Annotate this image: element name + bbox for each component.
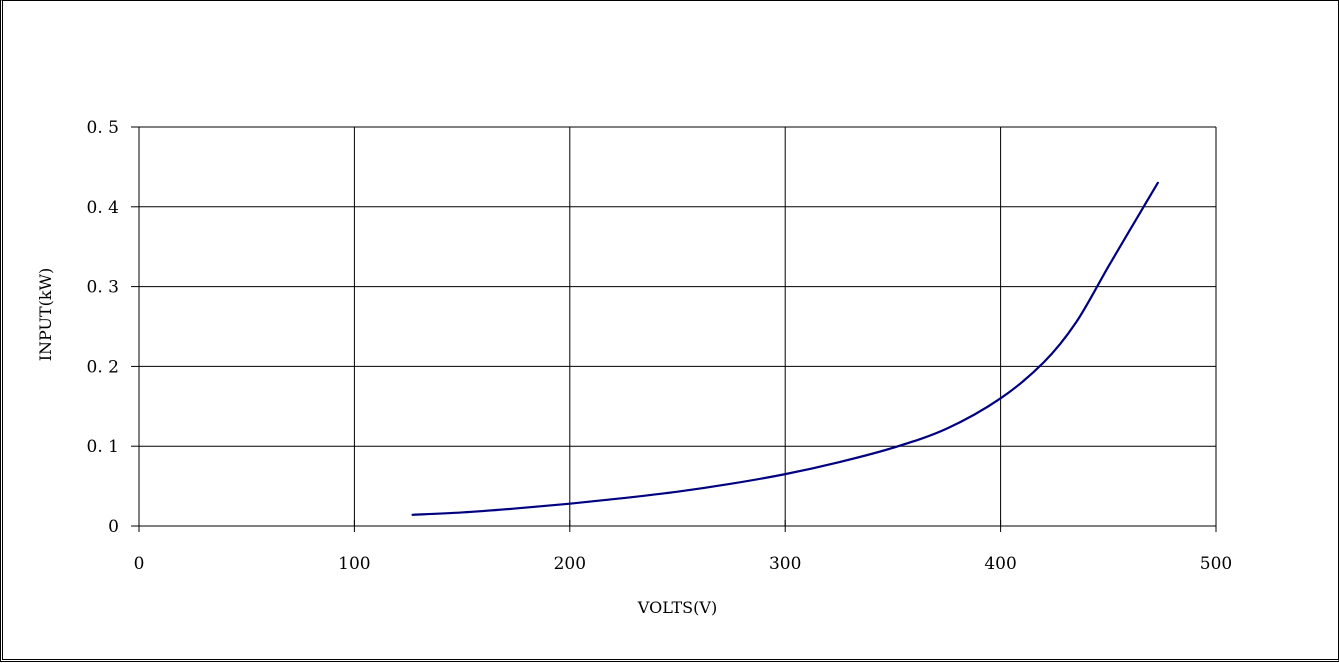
data-series [411,181,1159,516]
y-tick-label: 0 [108,517,119,537]
y-tick-label: 0. 2 [87,357,119,377]
grid-lines [139,126,1217,526]
y-tick-label: 0. 3 [87,278,119,298]
x-tick-label: 0 [134,554,145,574]
x-tick-label: 200 [554,554,586,574]
x-tick-label: 100 [338,554,370,574]
x-tick-label: 500 [1200,554,1232,574]
line-chart: 0 0. 1 0. 2 0. 3 0. 4 0. 5 0 100 200 300 400 500 VO… [36,118,1233,617]
x-axis-title: VOLTS(V) [637,598,717,617]
x-tick-label: 400 [984,554,1016,574]
y-tick-label: 0. 5 [87,118,119,138]
x-tick-label: 300 [769,554,801,574]
y-tick-label: 0. 1 [87,437,119,457]
axes [131,126,1217,532]
y-tick-label: 0. 4 [87,198,119,218]
y-axis-title: INPUT(kW) [36,268,55,362]
series-line-0 [411,181,1159,516]
tick-labels: 0 0. 1 0. 2 0. 3 0. 4 0. 5 0 100 200 300 400 500 [87,118,1233,574]
